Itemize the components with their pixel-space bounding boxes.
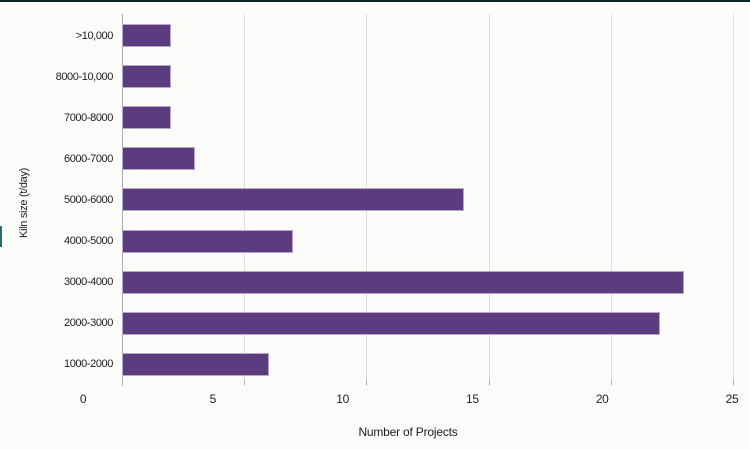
bar-3000-4000 [122,270,685,294]
x-tick-label: 5 [209,392,217,406]
plot-area [122,15,734,385]
category-label: 4000-5000 [63,235,113,248]
bar-row [122,221,734,262]
bar-6000-7000 [122,147,196,171]
category-label: >10,000 [75,29,114,42]
x-axis-tick-mark [488,379,490,385]
category-label: 1000-2000 [63,358,113,371]
bar-row [122,303,734,344]
x-tick-label: 25 [725,392,739,406]
bar-7000-8000 [122,106,171,130]
gridline [488,14,490,386]
bar-row [122,56,734,97]
x-axis-tick-mark [122,379,123,385]
y-axis-tick-labels: >10,000 8000-10,000 7000-8000 6000-7000 5000… [0,15,114,385]
category-label: 7000-8000 [63,111,113,124]
category-label: 5000-6000 [63,193,113,206]
bar->10,000 [122,24,171,48]
x-axis-tick-mark [366,379,368,385]
category-label: 6000-7000 [63,152,113,165]
x-tick-label: 10 [336,392,349,406]
bar-row [122,97,734,138]
x-axis-tick-mark [244,379,246,385]
category-label: 2000-3000 [63,317,113,330]
bar-row [122,344,734,385]
bar-4000-5000 [122,229,294,253]
bar-2000-3000 [122,311,660,335]
bar-row [122,179,734,220]
bar-row [122,138,734,179]
gridline [733,14,734,386]
bar-1000-2000 [122,352,269,376]
y-axis-title: Kiln size (t/day) [18,167,30,239]
category-label: 3000-4000 [63,276,113,289]
x-tick-label: 15 [466,392,479,406]
bar-row [122,262,734,303]
left-edge-artifact-mark [0,226,2,247]
screenshot-top-border-line [0,0,750,2]
bar-row [122,15,734,56]
x-axis-title: Number of Projects [358,425,458,439]
gridline [610,14,612,386]
x-axis-tick-mark [610,379,612,385]
x-tick-label: 0 [79,392,87,406]
bar-5000-6000 [122,188,465,212]
x-tick-label: 20 [595,392,609,406]
bar-8000-10,000 [122,65,171,89]
category-label: 8000-10,000 [55,70,114,83]
x-axis-tick-mark [733,379,734,385]
